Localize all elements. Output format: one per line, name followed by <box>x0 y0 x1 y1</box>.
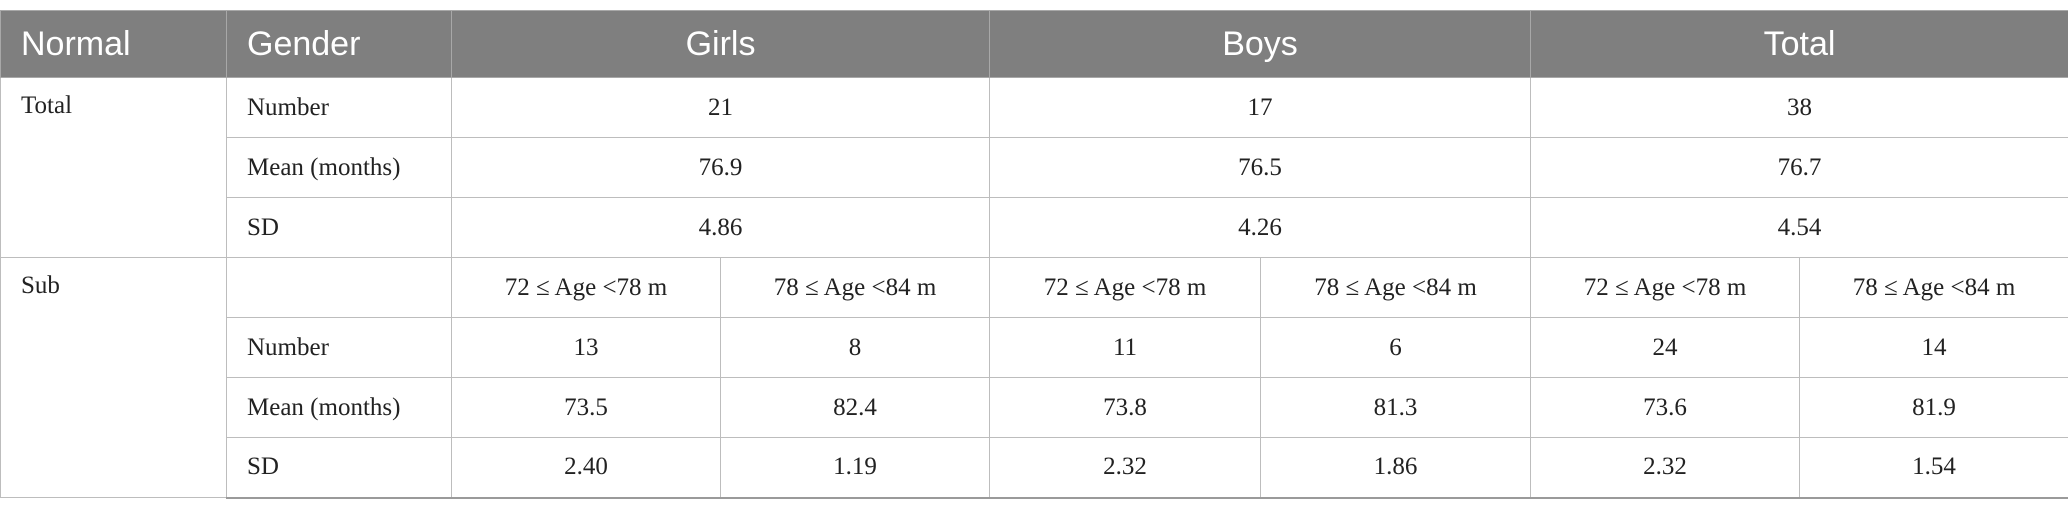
table-row: Mean (months) 76.9 76.5 76.7 <box>1 137 2068 198</box>
subheader-cell: 78 ≤ Age <84 m <box>1260 257 1532 318</box>
row-label: Number <box>226 317 452 378</box>
header-cell: Normal <box>0 10 227 78</box>
subheader-cell: 78 ≤ Age <84 m <box>719 257 991 318</box>
header-cell: Gender <box>226 10 452 78</box>
row-label: Number <box>226 77 452 138</box>
value-cell: 73.6 <box>1530 377 1801 438</box>
value-cell: 73.5 <box>451 377 721 438</box>
value-cell: 24 <box>1530 317 1801 378</box>
value-cell: 82.4 <box>719 377 991 438</box>
subheader-cell: 72 ≤ Age <78 m <box>1530 257 1801 318</box>
value-cell: 13 <box>451 317 721 378</box>
value-cell: 73.8 <box>989 377 1262 438</box>
value-cell: 4.86 <box>450 197 991 258</box>
value-cell: 17 <box>989 77 1532 138</box>
value-cell: 1.86 <box>1260 437 1532 499</box>
row-label: SD <box>226 197 452 258</box>
table-row: Number 13 8 11 6 24 14 <box>1 317 2068 378</box>
value-cell: 81.3 <box>1260 377 1532 438</box>
header-row: Normal Gender Girls Boys Total <box>0 10 2068 78</box>
value-cell: 2.32 <box>989 437 1262 499</box>
row-label: Mean (months) <box>226 377 452 438</box>
section-label: Sub <box>0 257 227 498</box>
value-cell: 2.40 <box>451 437 721 499</box>
section-label: Total <box>0 77 227 258</box>
table-row: SD 2.40 1.19 2.32 1.86 2.32 1.54 <box>1 437 2068 499</box>
subheader-row: Sub 72 ≤ Age <78 m 78 ≤ Age <84 m 72 ≤ Age … <box>0 257 2068 498</box>
empty-cell <box>226 257 452 318</box>
value-cell: 2.32 <box>1530 437 1801 499</box>
value-cell: 81.9 <box>1799 377 2068 438</box>
subheader-cell: 78 ≤ Age <84 m <box>1799 257 2068 318</box>
table-container: Normal Gender Girls Boys Total Total Number 21… <box>0 10 2068 499</box>
header-cell: Total <box>1530 10 2068 78</box>
value-cell: 6 <box>1260 317 1532 378</box>
value-cell: 76.7 <box>1530 137 2068 198</box>
header-cell: Girls <box>450 10 991 78</box>
row-label: Mean (months) <box>226 137 452 198</box>
table-body: Total Number 21 17 38 Mean (months) 76.9 76.5 76… <box>0 77 2068 499</box>
value-cell: 4.54 <box>1530 197 2068 258</box>
subheader-cell: 72 ≤ Age <78 m <box>989 257 1262 318</box>
header-cell: Boys <box>989 10 1532 78</box>
value-cell: 8 <box>719 317 991 378</box>
row-label: SD <box>226 437 452 499</box>
value-cell: 11 <box>989 317 1262 378</box>
data-table: Normal Gender Girls Boys Total Total Number 21… <box>0 10 2068 499</box>
value-cell: 1.19 <box>719 437 991 499</box>
subheader-cell: 72 ≤ Age <78 m <box>451 257 721 318</box>
value-cell: 76.9 <box>450 137 991 198</box>
table-row: SD 4.86 4.26 4.54 <box>1 197 2068 258</box>
value-cell: 21 <box>450 77 991 138</box>
value-cell: 38 <box>1530 77 2068 138</box>
table-row: Total Number 21 17 38 <box>0 77 2068 258</box>
value-cell: 4.26 <box>989 197 1532 258</box>
table-row: Mean (months) 73.5 82.4 73.8 81.3 73.6 81.9 <box>1 377 2068 438</box>
value-cell: 1.54 <box>1799 437 2068 499</box>
value-cell: 14 <box>1799 317 2068 378</box>
value-cell: 76.5 <box>989 137 1532 198</box>
